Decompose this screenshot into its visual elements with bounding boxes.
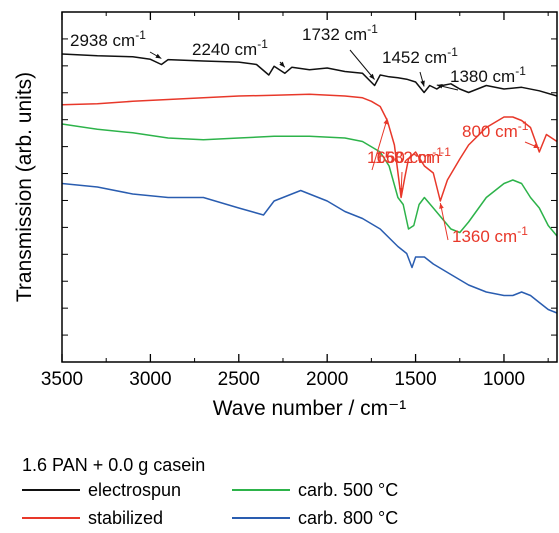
legend-item-carb-500: carb. 500 °C — [232, 478, 452, 502]
legend: 1.6 PAN + 0.0 g casein electrospun carb.… — [22, 452, 542, 530]
series-line-stabilized — [61, 93, 558, 202]
peak-arrow-head — [369, 73, 375, 80]
peak-arrow-line — [349, 49, 375, 80]
x-tick-label: 2000 — [306, 369, 348, 390]
x-tick-label: 3000 — [129, 369, 171, 390]
series-layer — [61, 53, 558, 314]
y-axis-label: Transmission (arb. units) — [13, 72, 36, 302]
legend-item-electrospun: electrospun — [22, 478, 232, 502]
legend-label-stabilized: stabilized — [88, 507, 164, 528]
peak-arrow-line — [439, 202, 449, 241]
legend-swatch-carb-800 — [232, 517, 290, 519]
plot-frame — [61, 11, 558, 363]
peak-label: 1582 cm-1 — [375, 145, 451, 167]
tick-layer: 3500 3000 2500 2000 1500 1000 — [41, 12, 557, 390]
peak-arrow-head — [155, 53, 162, 59]
peak-label: 1452 cm-1 — [382, 45, 458, 67]
peak-label: 1360 cm-1 — [452, 224, 528, 246]
peak-arrow-head — [279, 61, 285, 68]
series-line-carb-800-c — [61, 182, 558, 314]
peak-arrow-head — [398, 187, 404, 194]
series-line-carb-500-c — [61, 123, 558, 237]
x-tick-label: 2500 — [218, 369, 260, 390]
legend-grid: electrospun carb. 500 °C stabilized carb… — [22, 478, 542, 530]
peak-arrow-head — [383, 118, 388, 125]
x-tick-label: 3500 — [41, 369, 83, 390]
legend-label-electrospun: electrospun — [88, 479, 182, 500]
peak-label: 1660 cm-1 — [367, 145, 443, 167]
legend-label-carb-800: carb. 800 °C — [298, 507, 399, 528]
x-tick-label: 1500 — [394, 369, 436, 390]
peak-arrow-head — [420, 80, 425, 87]
legend-item-carb-800: carb. 800 °C — [232, 506, 452, 530]
x-tick-label: 1000 — [483, 369, 525, 390]
peak-label: 800 cm-1 — [462, 119, 529, 141]
peak-label: 2240 cm-1 — [192, 37, 268, 59]
x-axis-label: Wave number / cm⁻¹ — [213, 397, 407, 420]
peak-arrow-line — [371, 118, 388, 171]
peak-label: 1732 cm-1 — [302, 22, 378, 44]
legend-swatch-electrospun — [22, 489, 80, 491]
peak-arrow-head — [436, 83, 443, 89]
peak-label: 1380 cm-1 — [450, 64, 526, 86]
series-line-electrospun — [61, 53, 558, 97]
peak-label: 2938 cm-1 — [70, 28, 146, 50]
peak-arrow-head — [533, 143, 540, 149]
legend-item-stabilized: stabilized — [22, 506, 232, 530]
legend-label-carb-500: carb. 500 °C — [298, 479, 399, 500]
legend-swatch-stabilized — [22, 517, 80, 519]
legend-swatch-carb-500 — [232, 489, 290, 491]
legend-title: 1.6 PAN + 0.0 g casein — [22, 455, 206, 475]
peak-arrow-head — [439, 203, 444, 209]
